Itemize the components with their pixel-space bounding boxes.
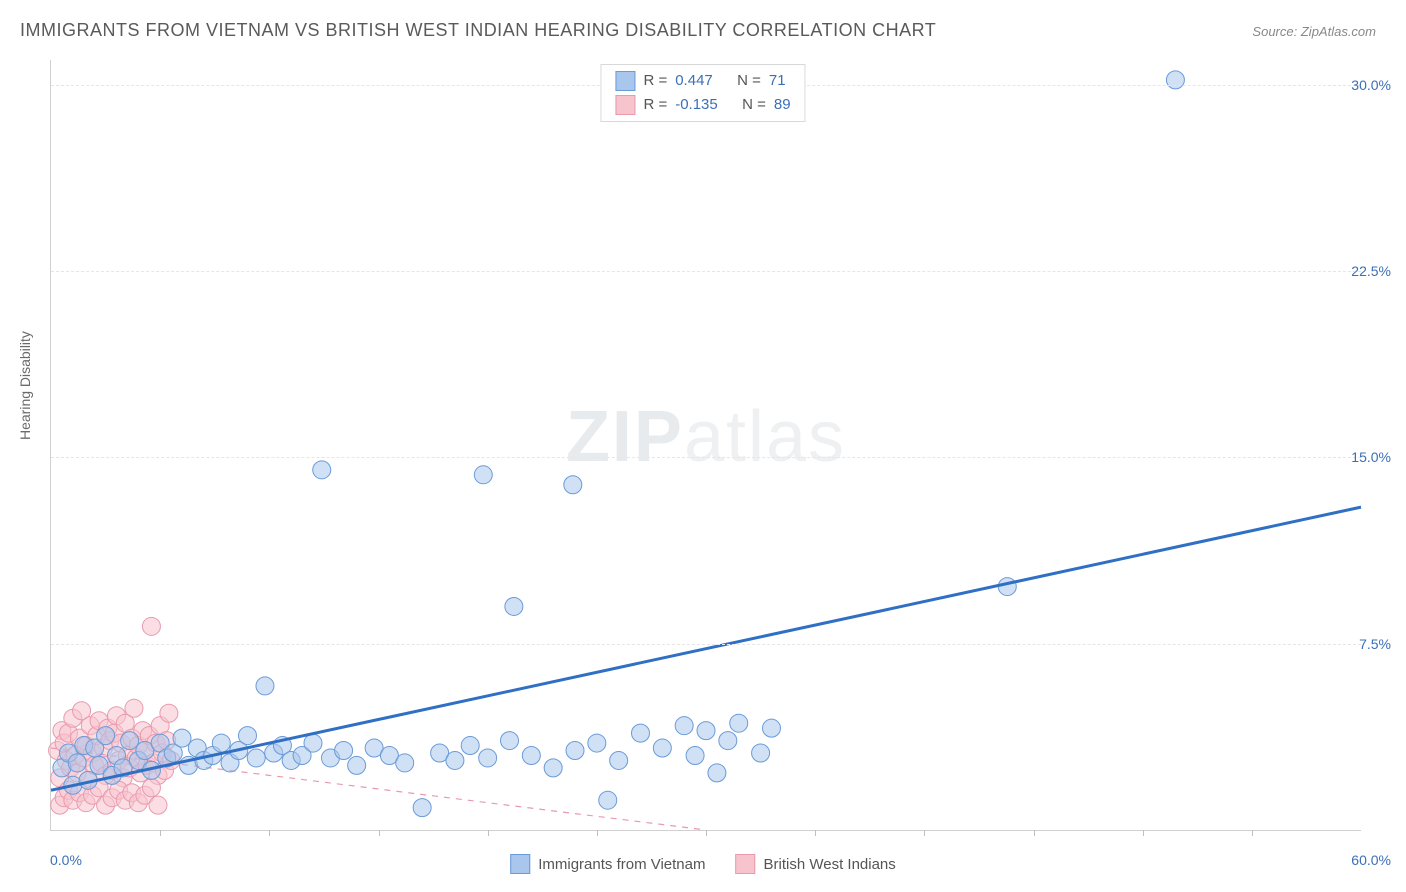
data-point xyxy=(675,717,693,735)
r-value-1: 0.447 xyxy=(675,69,713,93)
data-point xyxy=(121,732,139,750)
data-point xyxy=(239,727,257,745)
data-point xyxy=(474,466,492,484)
data-point xyxy=(160,704,178,722)
data-point xyxy=(1166,71,1184,89)
swatch-series2 xyxy=(615,95,635,115)
ytick-7-5: 7.5% xyxy=(1359,636,1391,652)
data-point xyxy=(68,754,86,772)
swatch-bottom-1 xyxy=(510,854,530,874)
data-point xyxy=(564,476,582,494)
source-attribution: Source: ZipAtlas.com xyxy=(1252,24,1376,39)
data-point xyxy=(708,764,726,782)
trend-line xyxy=(51,507,1361,790)
swatch-bottom-2 xyxy=(736,854,756,874)
data-point xyxy=(348,756,366,774)
legend-row-series1: R = 0.447 N = 71 xyxy=(615,69,790,93)
data-point xyxy=(752,744,770,762)
r-label-2: R = xyxy=(643,93,667,117)
legend-item-series2: British West Indians xyxy=(736,854,896,874)
xtick-mark xyxy=(597,830,598,836)
data-point xyxy=(313,461,331,479)
xtick-0: 0.0% xyxy=(50,852,82,868)
data-point xyxy=(730,714,748,732)
data-point xyxy=(413,799,431,817)
xtick-60: 60.0% xyxy=(1351,852,1391,868)
xtick-mark xyxy=(924,830,925,836)
chart-title: IMMIGRANTS FROM VIETNAM VS BRITISH WEST … xyxy=(20,20,936,41)
r-value-2: -0.135 xyxy=(675,93,718,117)
legend-label-1: Immigrants from Vietnam xyxy=(538,856,705,873)
data-point xyxy=(446,751,464,769)
chart-plot-area: ZIPatlas xyxy=(50,60,1361,831)
data-point xyxy=(149,796,167,814)
data-point xyxy=(479,749,497,767)
ytick-30: 30.0% xyxy=(1351,77,1391,93)
data-point xyxy=(566,742,584,760)
data-point xyxy=(256,677,274,695)
data-point xyxy=(522,746,540,764)
data-point xyxy=(173,729,191,747)
legend-label-2: British West Indians xyxy=(764,856,896,873)
xtick-mark xyxy=(160,830,161,836)
data-point xyxy=(632,724,650,742)
data-point xyxy=(97,727,115,745)
series-legend: Immigrants from Vietnam British West Ind… xyxy=(510,854,896,874)
data-point xyxy=(544,759,562,777)
xtick-mark xyxy=(1252,830,1253,836)
data-point xyxy=(653,739,671,757)
data-point xyxy=(125,699,143,717)
gridline xyxy=(51,644,1361,645)
r-label-1: R = xyxy=(643,69,667,93)
data-point xyxy=(335,742,353,760)
n-value-2: 89 xyxy=(774,93,791,117)
correlation-legend: R = 0.447 N = 71 R = -0.135 N = 89 xyxy=(600,64,805,122)
xtick-mark xyxy=(1034,830,1035,836)
data-point xyxy=(505,597,523,615)
xtick-mark xyxy=(488,830,489,836)
y-axis-label: Hearing Disability xyxy=(17,331,33,440)
source-link[interactable]: ZipAtlas.com xyxy=(1301,24,1376,39)
data-point xyxy=(142,779,160,797)
gridline xyxy=(51,457,1361,458)
data-point xyxy=(396,754,414,772)
legend-item-series1: Immigrants from Vietnam xyxy=(510,854,705,874)
xtick-mark xyxy=(815,830,816,836)
swatch-series1 xyxy=(615,71,635,91)
gridline xyxy=(51,271,1361,272)
data-point xyxy=(461,737,479,755)
n-value-1: 71 xyxy=(769,69,786,93)
data-point xyxy=(610,751,628,769)
data-point xyxy=(998,578,1016,596)
ytick-15: 15.0% xyxy=(1351,449,1391,465)
xtick-mark xyxy=(379,830,380,836)
data-point xyxy=(697,722,715,740)
n-label-1: N = xyxy=(737,69,761,93)
legend-row-series2: R = -0.135 N = 89 xyxy=(615,93,790,117)
source-label: Source: xyxy=(1252,24,1297,39)
data-point xyxy=(501,732,519,750)
xtick-mark xyxy=(269,830,270,836)
data-point xyxy=(247,749,265,767)
data-point xyxy=(599,791,617,809)
data-point xyxy=(763,719,781,737)
xtick-mark xyxy=(1143,830,1144,836)
data-point xyxy=(304,734,322,752)
xtick-mark xyxy=(706,830,707,836)
ytick-22-5: 22.5% xyxy=(1351,263,1391,279)
data-point xyxy=(142,617,160,635)
n-label-2: N = xyxy=(742,93,766,117)
data-point xyxy=(212,734,230,752)
data-point xyxy=(588,734,606,752)
data-point xyxy=(686,746,704,764)
scatter-svg xyxy=(51,60,1361,830)
data-point xyxy=(719,732,737,750)
